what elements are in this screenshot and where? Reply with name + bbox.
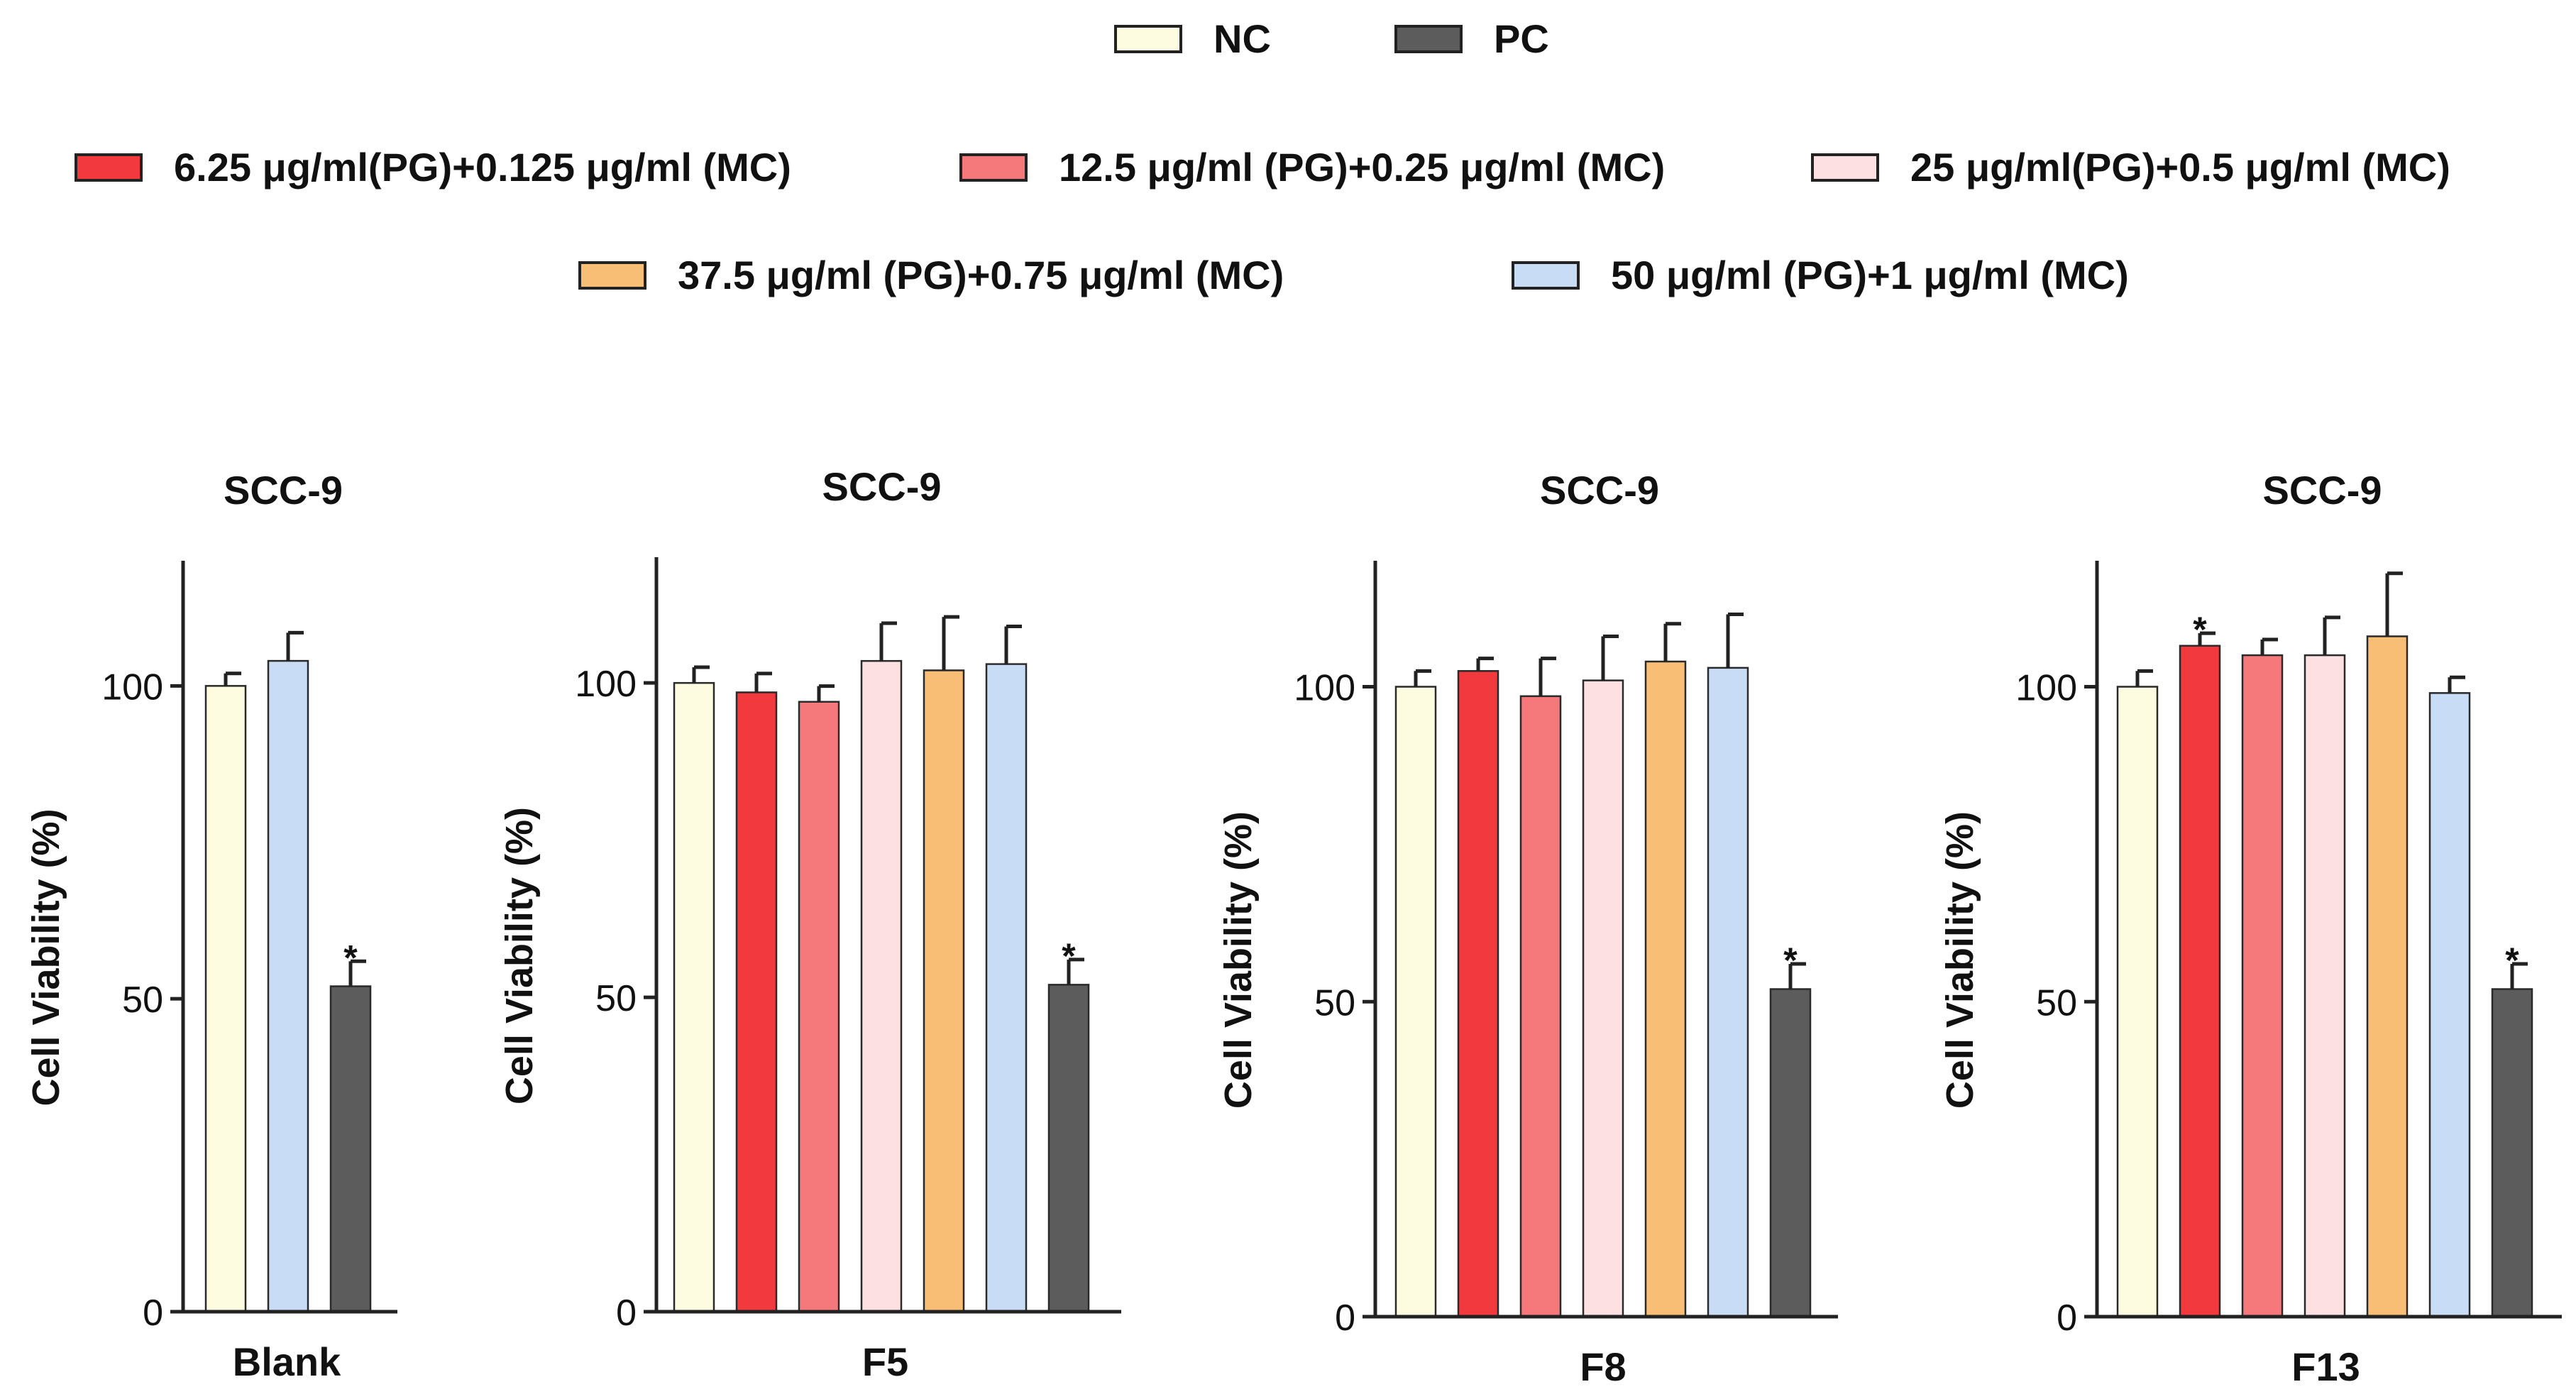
legend-label-c3: 25 μg/ml(PG)+0.5 μg/ml (MC) (1910, 145, 2450, 190)
bar (1582, 679, 1624, 1318)
legend-label-c2: 12.5 μg/ml (PG)+0.25 μg/ml (MC) (1059, 145, 1666, 190)
bar (2491, 988, 2533, 1318)
chart-panel-2: * 0 50 100 SCC-9 F8 Cell Viability (%) (1217, 468, 1838, 1389)
legend-item-c5: 50 μg/ml (PG)+1 μg/ml (MC) (1512, 252, 2129, 298)
y-tick-label: 50 (595, 978, 637, 1019)
legend-label-pc: PC (1494, 16, 1549, 61)
legend-label-c5: 50 μg/ml (PG)+1 μg/ml (MC) (1611, 253, 2129, 297)
bar (673, 681, 715, 1313)
y-axis-label: Cell Viability (%) (1939, 811, 1981, 1109)
significance-marker: * (2505, 940, 2519, 980)
significance-marker: * (343, 938, 358, 977)
bar (1047, 984, 1090, 1313)
chart-panel-0: * 0 50 100 SCC-9 Blank Cell Viability (%) (25, 468, 397, 1384)
x-axis-label: Blank (233, 1339, 341, 1384)
legend-item-pc: PC (1394, 16, 1549, 62)
chart-title: SCC-9 (822, 464, 941, 509)
legend-swatch-pc (1394, 24, 1463, 53)
y-tick-label: 100 (2015, 668, 2077, 709)
y-tick-label: 0 (2057, 1297, 2077, 1339)
chart-title: SCC-9 (224, 468, 343, 512)
y-tick-label: 100 (101, 666, 163, 708)
x-axis-label: F5 (862, 1339, 908, 1384)
bar (1644, 660, 1687, 1318)
bar (923, 669, 965, 1313)
legend-swatch-c4 (578, 260, 646, 290)
bar (2116, 686, 2159, 1318)
chart-title: SCC-9 (1540, 468, 1659, 512)
legend-swatch-c1 (75, 153, 143, 182)
legend-swatch-c2 (959, 153, 1028, 182)
bar (735, 691, 778, 1313)
legend-label-nc: NC (1213, 16, 1271, 61)
y-tick-label: 50 (2036, 982, 2077, 1024)
bar (2303, 654, 2346, 1318)
bar (1457, 670, 1499, 1318)
x-axis-label: F13 (2291, 1344, 2360, 1389)
bar (1519, 695, 1562, 1318)
chart-title: SCC-9 (2262, 468, 2382, 512)
legend-item-c3: 25 μg/ml(PG)+0.5 μg/ml (MC) (1811, 144, 2450, 190)
bar (329, 985, 372, 1313)
bar (2366, 635, 2409, 1318)
y-axis-label: Cell Viability (%) (25, 808, 67, 1106)
legend: NC PC 6.25 μg/ml(PG)+0.125 μg/ml (MC) 12… (0, 0, 2576, 319)
bar (2179, 644, 2221, 1318)
legend-item-c4: 37.5 μg/ml (PG)+0.75 μg/ml (MC) (578, 252, 1284, 298)
y-tick-label: 100 (1294, 668, 1355, 709)
bar (798, 701, 840, 1313)
y-tick-label: 50 (122, 980, 163, 1021)
legend-item-nc: NC (1114, 16, 1271, 62)
y-tick-label: 0 (143, 1293, 163, 1334)
significance-marker: * (1062, 936, 1076, 976)
y-tick-label: 0 (616, 1293, 637, 1334)
significance-marker: * (1783, 940, 1798, 980)
legend-label-c4: 37.5 μg/ml (PG)+0.75 μg/ml (MC) (678, 253, 1284, 297)
bar (1769, 988, 1812, 1318)
bar (860, 659, 903, 1313)
bar (2241, 654, 2284, 1318)
y-axis-label: Cell Viability (%) (498, 807, 541, 1104)
y-tick-label: 50 (1314, 982, 1355, 1024)
bar (267, 659, 309, 1313)
legend-swatch-nc (1114, 24, 1182, 53)
y-tick-label: 100 (575, 664, 637, 705)
x-axis-label: F8 (1580, 1344, 1626, 1389)
legend-item-c2: 12.5 μg/ml (PG)+0.25 μg/ml (MC) (959, 144, 1665, 190)
bar (204, 685, 247, 1313)
legend-swatch-c3 (1811, 153, 1879, 182)
chart-panel-3: * * 0 50 100 SCC-9 F13 Cell Viability (%) (1939, 468, 2562, 1389)
y-tick-label: 0 (1335, 1297, 1355, 1339)
bar (985, 663, 1028, 1313)
bar (2428, 692, 2471, 1318)
legend-item-c1: 6.25 μg/ml(PG)+0.125 μg/ml (MC) (75, 144, 791, 190)
bar (1394, 686, 1437, 1318)
y-axis-label: Cell Viability (%) (1217, 811, 1260, 1109)
legend-label-c1: 6.25 μg/ml(PG)+0.125 μg/ml (MC) (174, 145, 791, 190)
significance-marker: * (2193, 610, 2207, 649)
bar (1707, 666, 1749, 1318)
chart-panel-1: * 0 50 100 SCC-9 F5 Cell Viability (%) (498, 464, 1121, 1384)
legend-swatch-c5 (1512, 260, 1580, 290)
